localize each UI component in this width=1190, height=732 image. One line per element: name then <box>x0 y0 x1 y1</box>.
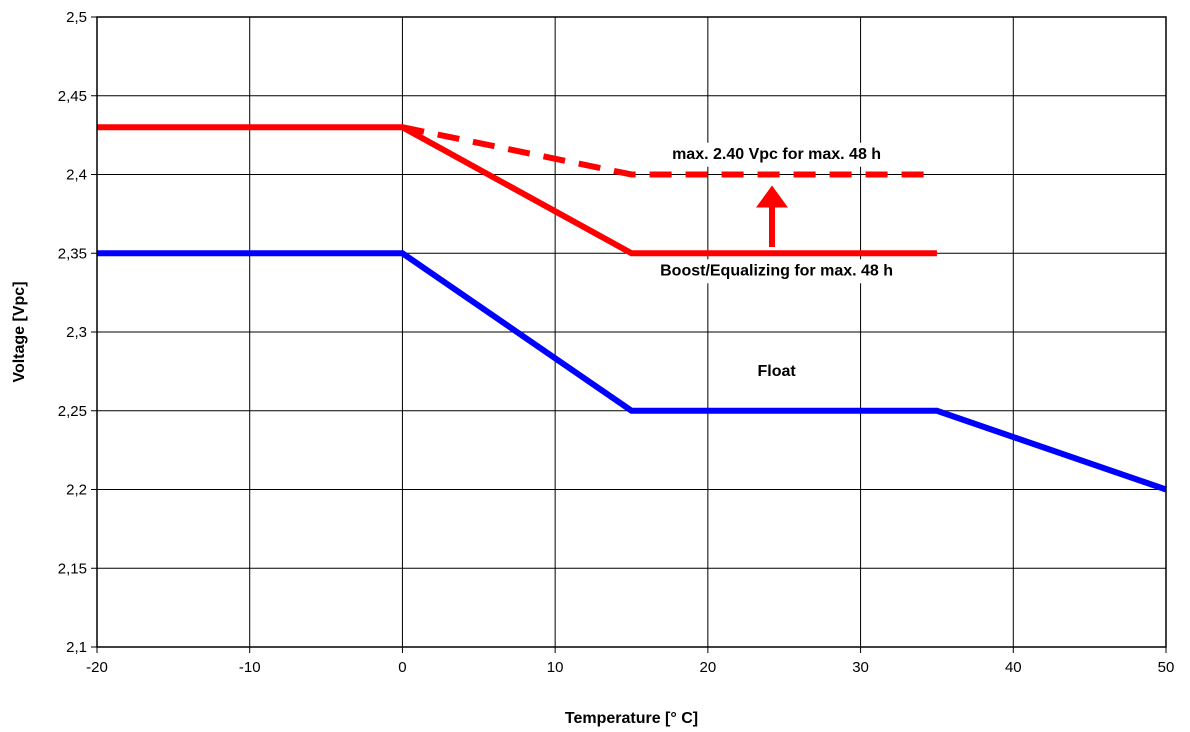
y-axis-label: Voltage [Vpc] <box>11 281 28 382</box>
y-tick-label: 2,1 <box>66 639 87 656</box>
series-group <box>97 124 1167 493</box>
y-tick-label: 2,35 <box>58 245 87 262</box>
x-tick-label: -10 <box>239 659 261 676</box>
series-line-solid <box>97 250 1167 493</box>
y-axis-ticks: 2,1 2,15 2,2 2,25 2,3 2,35 2,4 2,45 2,5 <box>58 9 97 656</box>
y-tick-label: 2,5 <box>66 9 87 26</box>
arrow-head <box>755 185 788 208</box>
y-tick-label: 2,4 <box>66 167 87 184</box>
series-line-solid <box>97 124 937 257</box>
x-axis-label: Temperature [° C] <box>565 710 698 727</box>
annotations-group: max. 2.40 Vpc for max. 48 h Boost/Equaliz… <box>626 142 927 380</box>
y-tick-label: 2,2 <box>66 482 87 499</box>
x-tick-label: 0 <box>398 659 406 676</box>
x-tick-label: 30 <box>852 659 869 676</box>
series-line-dashed <box>401 124 937 178</box>
x-axis-ticks: -20 -10 0 10 20 30 40 50 <box>86 647 1174 676</box>
x-tick-label: 40 <box>1005 659 1022 676</box>
y-tick-label: 2,3 <box>66 324 87 341</box>
annotation-max: max. 2.40 Vpc for max. 48 h <box>672 146 881 163</box>
y-tick-label: 2,25 <box>58 403 87 420</box>
x-tick-label: -20 <box>86 659 108 676</box>
grid <box>96 16 1167 648</box>
x-tick-label: 20 <box>700 659 717 676</box>
annotation-boost: Boost/Equalizing for max. 48 h <box>660 262 893 279</box>
y-tick-label: 2,15 <box>58 560 87 577</box>
annotation-float: Float <box>757 363 796 380</box>
annotation-background <box>626 259 927 284</box>
annotation-background <box>640 142 913 167</box>
x-tick-label: 50 <box>1158 659 1175 676</box>
y-tick-label: 2,45 <box>58 88 87 105</box>
x-tick-label: 10 <box>547 659 564 676</box>
